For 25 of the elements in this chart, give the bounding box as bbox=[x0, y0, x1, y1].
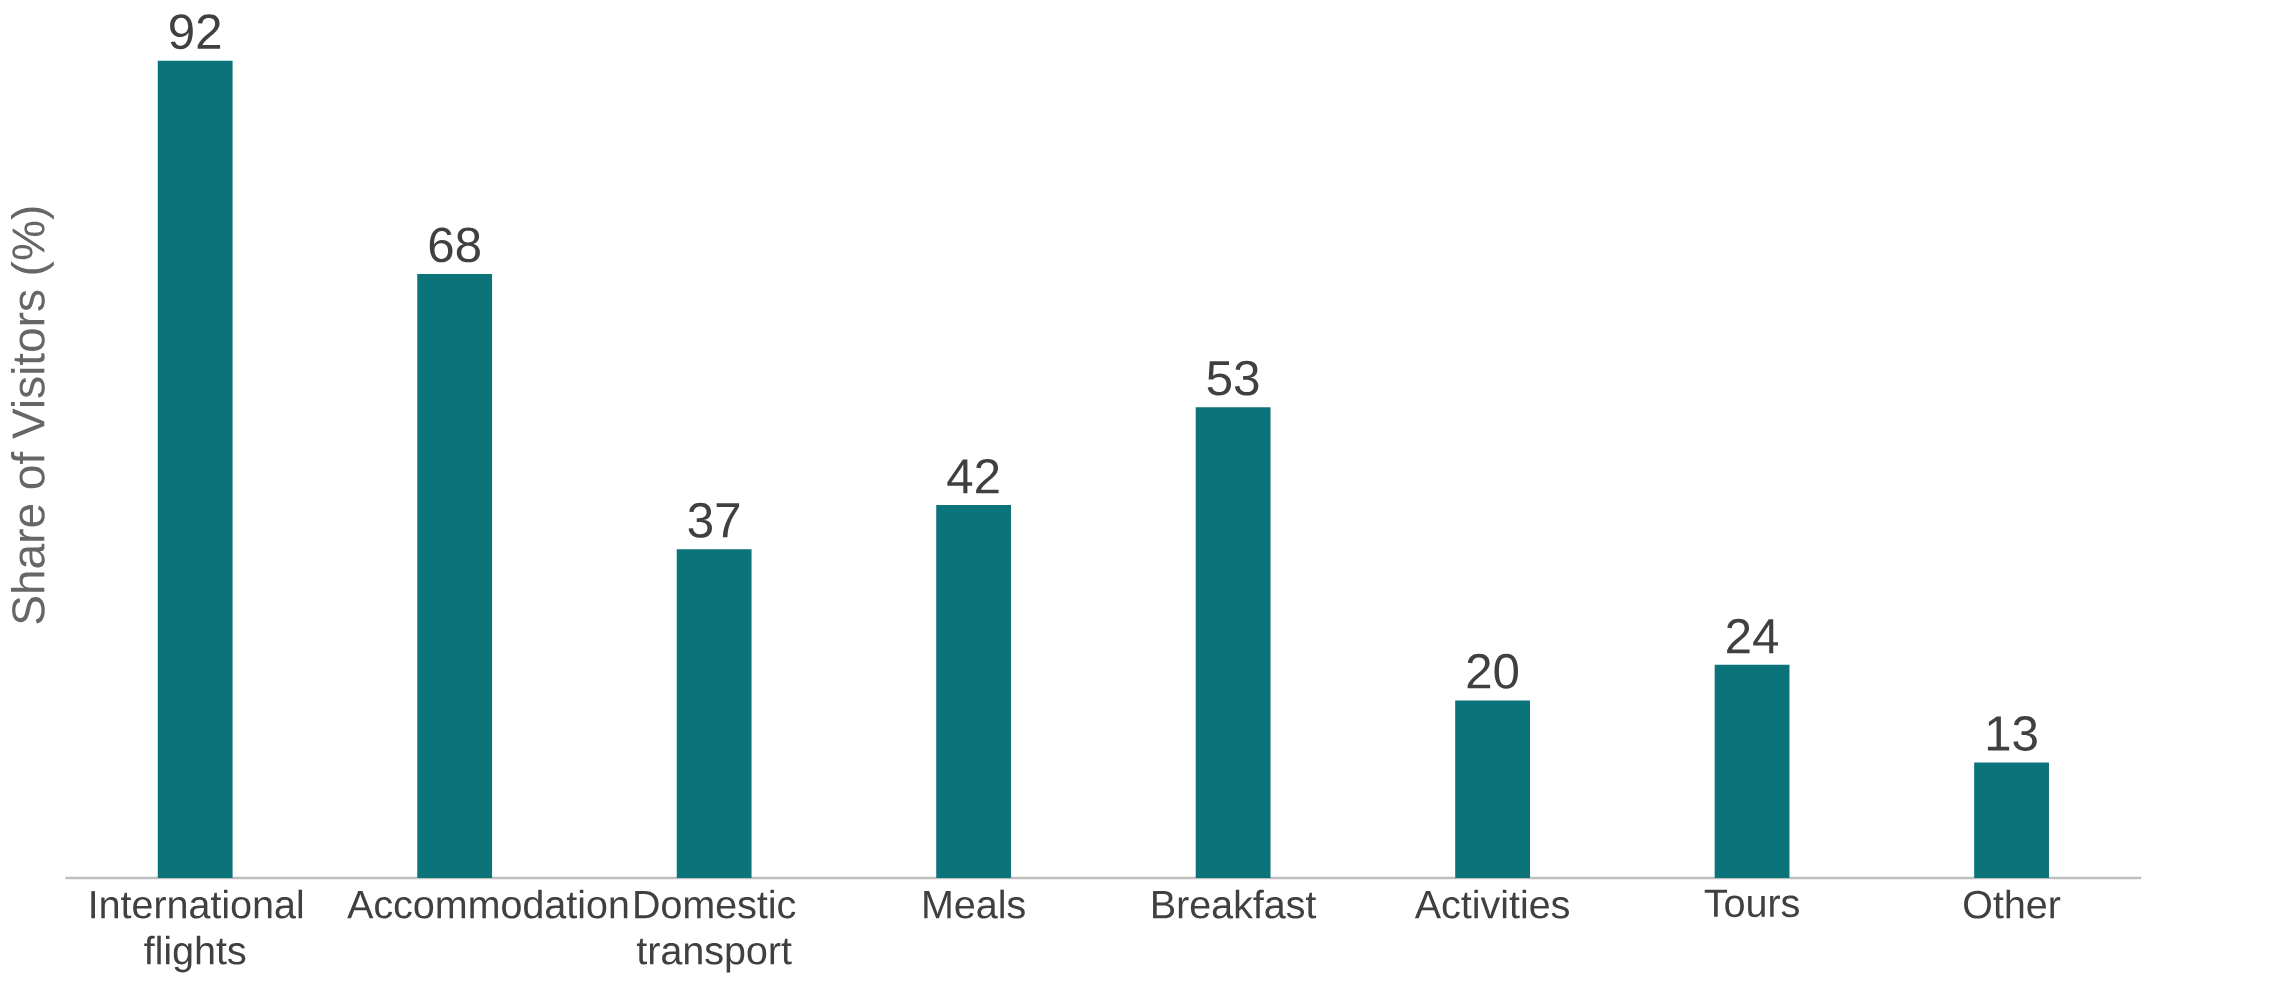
bar bbox=[1714, 665, 1790, 879]
x-tick-label: Meals bbox=[924, 889, 1025, 919]
bar bbox=[1455, 700, 1530, 879]
x-tick-label: Domestic transport bbox=[635, 889, 796, 973]
x-tick-label: International flights bbox=[91, 889, 303, 973]
bar bbox=[417, 274, 493, 879]
data-label: 42 bbox=[947, 459, 999, 494]
data-label: 53 bbox=[1207, 360, 1259, 396]
data-label: 20 bbox=[1467, 654, 1519, 689]
data-label: 13 bbox=[1987, 716, 2037, 752]
x-tick-label: Breakfast bbox=[1153, 889, 1317, 919]
x-tick-label: Accommodation bbox=[347, 889, 628, 919]
data-label: 68 bbox=[429, 227, 480, 263]
bar bbox=[1195, 407, 1271, 879]
bar bbox=[1974, 762, 2049, 879]
data-label: 24 bbox=[1727, 618, 1779, 654]
data-label: 92 bbox=[170, 14, 221, 50]
bar bbox=[676, 549, 752, 879]
bar bbox=[157, 60, 233, 879]
x-tick-label: Other bbox=[1964, 889, 2061, 919]
x-tick-label: Tours bbox=[1704, 889, 1799, 918]
data-label: 37 bbox=[688, 503, 740, 538]
y-axis-title: Share of Visitors (%) bbox=[10, 207, 54, 624]
x-tick-label: Activities bbox=[1414, 889, 1569, 919]
bar bbox=[936, 505, 1012, 879]
